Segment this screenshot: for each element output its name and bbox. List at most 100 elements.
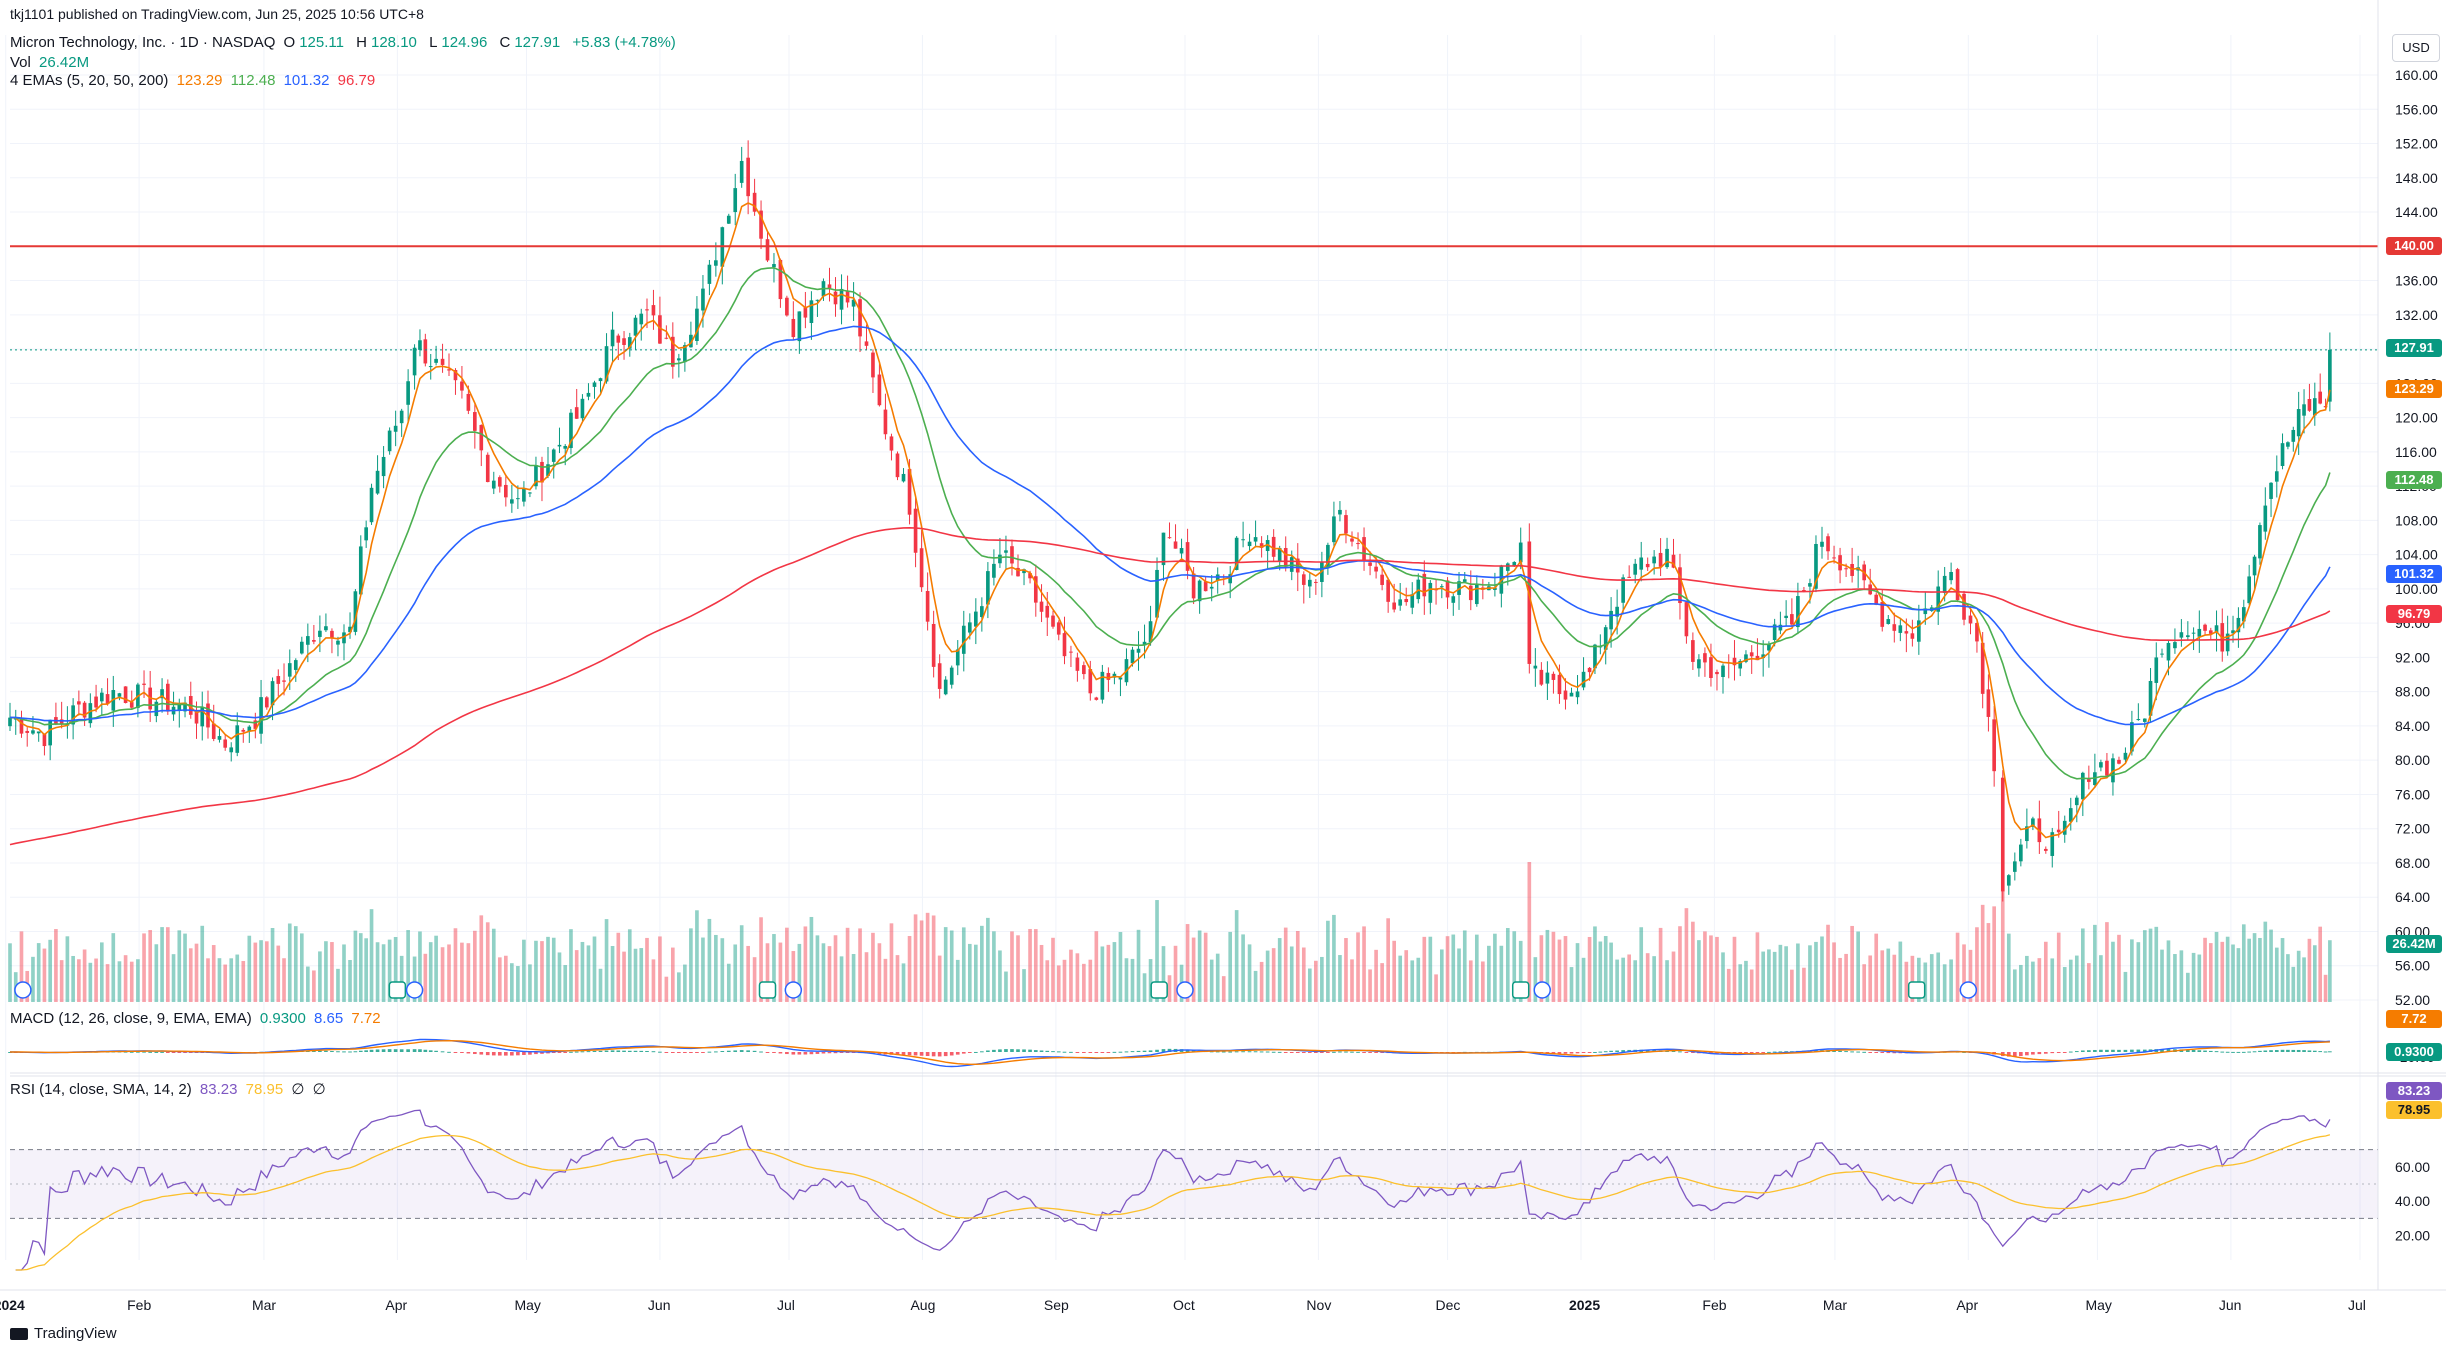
macd-hist-bar — [752, 1050, 757, 1052]
candle-body — [2123, 752, 2128, 760]
candle-body — [1892, 624, 1897, 631]
candle-body — [2191, 632, 2196, 634]
tradingview-logo[interactable]: TradingView — [10, 1325, 117, 1342]
candle-body — [299, 641, 304, 654]
candle-body — [293, 660, 298, 670]
volume-legend[interactable]: Vol 26.42M — [10, 54, 93, 71]
macd-hist-bar — [1191, 1050, 1196, 1052]
candle-body — [2307, 399, 2312, 411]
macd-hist-bar — [998, 1049, 1002, 1052]
candle-body — [282, 680, 286, 682]
candle-body — [241, 729, 246, 732]
volume-bar — [1124, 958, 1129, 1002]
volume-bar — [36, 943, 41, 1002]
candle-body — [418, 340, 422, 350]
price-tick-label: 120.00 — [2395, 410, 2438, 426]
candle-body — [1904, 631, 1909, 634]
candle-body — [1563, 690, 1568, 700]
candle-body — [1283, 548, 1288, 567]
candle-body — [2318, 391, 2323, 404]
candle-body — [1039, 601, 1044, 612]
volume-bar — [563, 965, 568, 1002]
macd-hist-bar — [1130, 1051, 1135, 1053]
candle-body — [1185, 542, 1190, 571]
candle-body — [1645, 563, 1650, 568]
candle-body — [1761, 654, 1765, 659]
rsi-ma-value: 78.95 — [245, 1081, 284, 1098]
macd-hist-bar — [604, 1050, 609, 1052]
volume-bar — [154, 944, 159, 1002]
volume-bar — [1658, 927, 1663, 1002]
volume-bar — [129, 961, 134, 1002]
ema-legend[interactable]: 4 EMAs (5, 20, 50, 200) 123.29 112.48 10… — [10, 72, 379, 89]
macd-hist-bar — [1314, 1052, 1318, 1053]
volume-bar — [1923, 962, 1928, 1002]
volume-bar — [1563, 936, 1568, 1002]
candle-body — [1462, 579, 1467, 582]
candle-body — [1356, 543, 1360, 545]
volume-bar — [1593, 926, 1597, 1002]
macd-legend[interactable]: MACD (12, 26, close, 9, EMA, EMA) 0.9300… — [10, 1010, 385, 1027]
publisher-line: tkj1101 published on TradingView.com, Ju… — [10, 6, 424, 22]
macd-hist-bar — [2263, 1050, 2268, 1052]
volume-bar — [1332, 914, 1336, 1002]
volume-bar — [2269, 929, 2273, 1002]
volume-bar — [785, 927, 789, 1002]
ema-20-line — [9, 266, 2331, 780]
macd-hist-bar — [358, 1050, 363, 1052]
macd-hist-bar — [2087, 1050, 2091, 1052]
volume-bar — [2263, 921, 2268, 1002]
volume-bar — [188, 948, 193, 1002]
volume-bar — [1295, 931, 1300, 1002]
macd-hist-bar — [815, 1052, 820, 1054]
candle-body — [1715, 671, 1719, 675]
candle-body — [1802, 590, 1806, 592]
volume-bar — [1904, 961, 1909, 1002]
candle-body — [1697, 659, 1701, 669]
volume-bar — [2203, 937, 2207, 1002]
macd-hist-bar — [491, 1052, 496, 1056]
candle-body — [491, 480, 496, 489]
ema200-value: 96.79 — [337, 72, 376, 89]
volume-bar — [1992, 906, 1996, 1002]
macd-hist-bar — [2247, 1051, 2251, 1053]
macd-hist-bar — [2269, 1050, 2273, 1052]
rsi-legend[interactable]: RSI (14, close, SMA, 14, 2) 83.23 78.95 … — [10, 1080, 330, 1098]
volume-bar — [473, 930, 477, 1002]
macd-hist-bar — [546, 1052, 550, 1054]
candle-body — [1639, 557, 1644, 570]
volume-bar — [223, 964, 228, 1002]
candle-body — [1161, 532, 1166, 566]
macd-hist-bar — [943, 1052, 948, 1057]
candle-body — [752, 192, 757, 212]
macd-hist-bar — [2296, 1049, 2301, 1052]
volume-bar — [1832, 942, 1836, 1002]
volume-bar — [907, 936, 912, 1002]
macd-hist-bar — [1221, 1051, 1226, 1053]
currency-button[interactable]: USD — [2392, 34, 2440, 62]
volume-bar — [720, 938, 725, 1002]
macd-hist-bar — [364, 1050, 368, 1052]
volume-bar — [1259, 961, 1264, 1002]
macd-hist-bar — [318, 1050, 322, 1052]
volume-bar — [312, 970, 316, 1002]
volume-bar — [998, 950, 1002, 1002]
volume-bar — [803, 926, 808, 1002]
candle-body — [2105, 760, 2109, 776]
candle-body — [318, 630, 322, 637]
volume-bar — [1173, 945, 1178, 1002]
candle-body — [877, 374, 882, 406]
candle-body — [1045, 605, 1050, 618]
dividend-marker — [1176, 981, 1194, 999]
candle-body — [785, 297, 789, 316]
macd-hist-bar — [473, 1052, 477, 1055]
volume-bar — [765, 943, 770, 1002]
candle-body — [1368, 562, 1372, 566]
candle-body — [864, 341, 869, 346]
time-tick-label: Nov — [1306, 1297, 1331, 1313]
volume-bar — [369, 909, 374, 1002]
candle-body — [639, 313, 644, 325]
rsi-tick-label: 40.00 — [2395, 1193, 2430, 1209]
volume-bar — [967, 943, 972, 1002]
